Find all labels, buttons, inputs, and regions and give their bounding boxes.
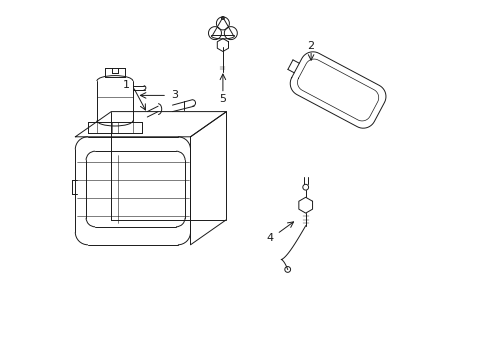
Text: 5: 5 — [219, 94, 226, 104]
Text: 3: 3 — [170, 90, 178, 100]
Text: 1: 1 — [122, 80, 130, 90]
Text: 2: 2 — [307, 41, 314, 51]
Text: 4: 4 — [265, 233, 273, 243]
